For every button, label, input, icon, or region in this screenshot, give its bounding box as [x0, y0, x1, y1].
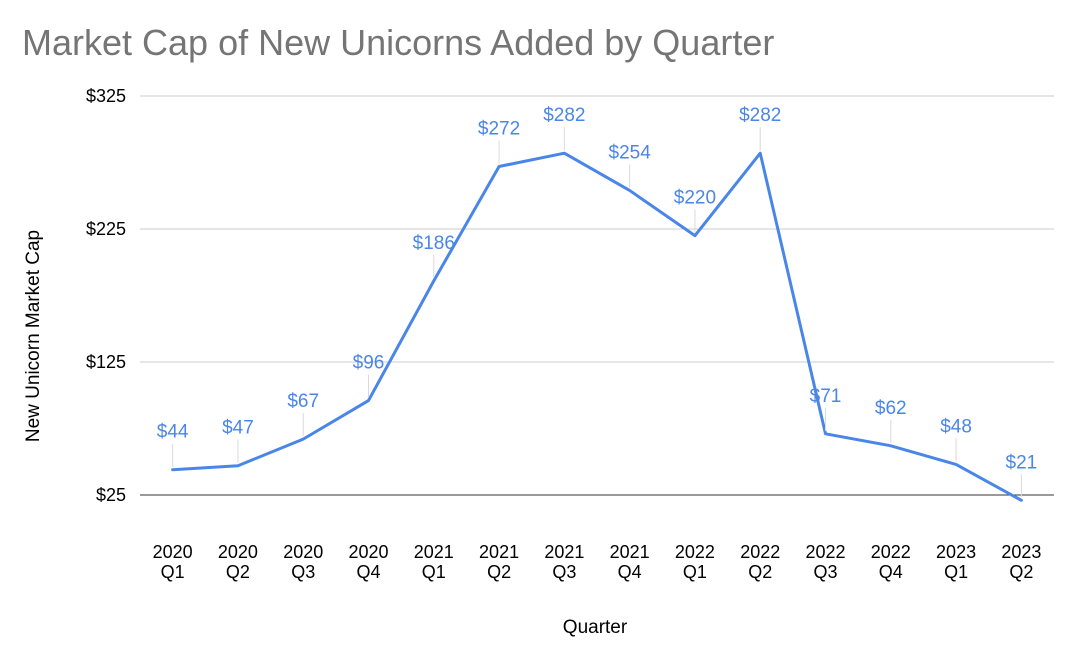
x-tick-label: 2023 Q1	[936, 542, 976, 582]
data-label: $220	[674, 188, 716, 209]
x-axis-label: Quarter	[562, 617, 628, 638]
y-tick-label: $225	[86, 219, 126, 239]
x-tick-label: 2023 Q2	[1001, 542, 1041, 582]
y-tick-label: $125	[86, 352, 126, 372]
x-tick-label: 2020 Q4	[348, 542, 388, 582]
x-tick-label: 2022 Q4	[871, 542, 911, 582]
x-tick-label: 2020 Q1	[153, 542, 193, 582]
data-label: $96	[353, 353, 385, 374]
data-label: $71	[810, 386, 842, 407]
x-tick-label: 2022 Q2	[740, 542, 780, 582]
x-tick-label: 2021 Q4	[610, 542, 650, 582]
data-label: $272	[478, 118, 520, 139]
x-tick-label: 2020 Q3	[283, 542, 323, 582]
data-label: $48	[940, 416, 972, 437]
x-tick-label: 2022 Q3	[805, 542, 845, 582]
x-tick-label: 2021 Q2	[479, 542, 519, 582]
data-label: $47	[222, 418, 254, 439]
x-tick-label: 2021 Q3	[544, 542, 584, 582]
data-label: $62	[875, 398, 907, 419]
data-label: $21	[1006, 452, 1038, 473]
data-label: $282	[739, 105, 781, 126]
data-label: $186	[413, 233, 455, 254]
series-line	[171, 151, 1023, 502]
x-tick-label: 2022 Q1	[675, 542, 715, 582]
chart-title: Market Cap of New Unicorns Added by Quar…	[22, 22, 775, 63]
data-label: $67	[287, 391, 319, 412]
data-label: $44	[157, 422, 189, 443]
x-tick-label: 2021 Q1	[414, 542, 454, 582]
y-tick-label: $325	[86, 86, 126, 106]
data-label: $282	[543, 105, 585, 126]
x-tick-label: 2020 Q2	[218, 542, 258, 582]
y-tick-label: $25	[96, 485, 126, 505]
data-label: $254	[609, 142, 652, 163]
